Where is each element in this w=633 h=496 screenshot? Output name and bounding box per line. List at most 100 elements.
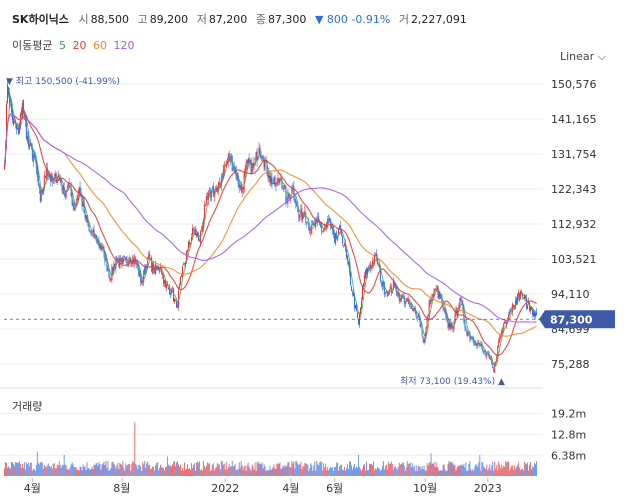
volume-bar <box>266 469 268 476</box>
volume-bar <box>77 469 79 476</box>
volume-bar <box>379 470 381 476</box>
volume-bar <box>456 467 458 476</box>
volume-bar <box>132 460 134 476</box>
candle-body <box>83 201 85 213</box>
candle-body <box>226 161 228 165</box>
candle-body <box>461 300 463 305</box>
candle-body <box>430 299 432 303</box>
candle-body <box>356 303 358 312</box>
volume-bar <box>454 464 456 476</box>
ma-120-label[interactable]: 120 <box>113 39 135 52</box>
volume-bar <box>194 470 196 476</box>
candle-body <box>311 224 313 234</box>
candle-body <box>431 294 433 301</box>
last-price-tag <box>539 310 615 329</box>
ma-5-label[interactable]: 5 <box>58 39 66 52</box>
candle-body <box>51 175 53 183</box>
volume-bar <box>182 468 183 476</box>
volume-bar <box>212 463 214 476</box>
candle-body <box>373 255 375 264</box>
candle-body <box>33 153 35 157</box>
volume-bar <box>12 462 13 476</box>
candle-body <box>161 268 163 274</box>
volume-bar <box>310 463 312 476</box>
candle-body <box>393 281 395 286</box>
candle-body <box>266 160 268 174</box>
candle-body <box>485 352 487 356</box>
candle-body <box>445 312 447 318</box>
candle-body <box>65 190 67 197</box>
candle-body <box>255 152 257 156</box>
volume-bar <box>203 466 205 476</box>
candle-body <box>382 283 384 285</box>
volume-bar <box>254 462 256 476</box>
volume-bar <box>329 467 331 476</box>
volume-bar <box>458 465 460 476</box>
volume-bar <box>402 462 404 476</box>
volume-bar <box>6 462 7 476</box>
volume-bar <box>317 464 319 476</box>
volume-bar <box>200 469 202 476</box>
volume-bar <box>73 467 75 476</box>
volume-bar <box>88 467 90 476</box>
candle-body <box>167 284 169 286</box>
candle-body <box>141 280 143 284</box>
candle-body <box>109 277 111 280</box>
candle-body <box>369 264 371 270</box>
candle-body <box>511 310 513 312</box>
candle-body <box>319 221 321 225</box>
volume-bar <box>10 468 11 476</box>
candle-body <box>55 173 57 183</box>
volume-bar <box>27 462 29 476</box>
volume-bar <box>24 469 26 476</box>
candle-body <box>303 213 305 215</box>
candle-body <box>321 225 323 232</box>
scale-toggle-button[interactable]: Linear ⌵ <box>560 50 607 63</box>
candle-body <box>448 323 450 328</box>
candle-body <box>417 314 419 317</box>
candle-body <box>172 289 174 291</box>
volume-bar <box>92 469 94 476</box>
candle-body <box>175 299 177 301</box>
volume-bar <box>229 466 231 476</box>
ma-60-label[interactable]: 60 <box>92 39 107 52</box>
volume-bar <box>423 465 425 476</box>
volume-bar <box>63 454 65 476</box>
candle-body <box>384 292 386 294</box>
candle-body <box>236 174 238 177</box>
candle-body <box>482 348 484 351</box>
volume-bar <box>430 453 432 476</box>
candle-body <box>125 257 127 260</box>
volume-bar <box>400 464 402 476</box>
volume-bar <box>98 462 100 476</box>
volume-bar <box>536 461 537 476</box>
volume-bar <box>269 465 271 476</box>
volume-label: 거 <box>398 13 409 26</box>
ma-20-label[interactable]: 20 <box>72 39 87 52</box>
volume-bar <box>224 469 226 476</box>
candle-body <box>468 333 470 335</box>
volume-bar <box>143 464 145 476</box>
candle-body <box>162 273 164 276</box>
price-tick-label: 112,932 <box>551 218 597 231</box>
volume-bar <box>502 467 504 476</box>
volume-bar <box>469 460 471 476</box>
volume-bar <box>94 465 96 476</box>
candle-body <box>456 307 458 315</box>
volume-bar <box>431 464 433 476</box>
volume-bar <box>520 469 522 476</box>
candle-body <box>375 253 377 258</box>
volume-bar <box>243 466 245 476</box>
volume-bar <box>263 464 265 476</box>
volume-bar <box>513 469 515 476</box>
volume-bar <box>163 468 165 476</box>
candle-body <box>120 259 122 260</box>
candle-body <box>260 155 262 159</box>
candle-body <box>254 157 256 162</box>
volume-bar <box>121 465 123 476</box>
candle-body <box>54 172 56 176</box>
candle-body <box>270 176 272 184</box>
candle-body <box>180 276 182 285</box>
candle-body <box>348 261 350 265</box>
